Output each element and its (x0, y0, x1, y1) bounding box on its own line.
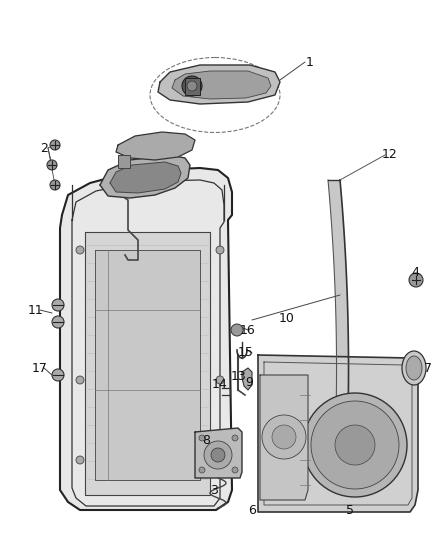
Polygon shape (195, 428, 242, 478)
Text: 11: 11 (28, 303, 44, 317)
Text: 4: 4 (411, 265, 419, 279)
Circle shape (211, 448, 225, 462)
Circle shape (199, 435, 205, 441)
Circle shape (187, 81, 197, 91)
Text: 12: 12 (382, 149, 398, 161)
Polygon shape (110, 162, 181, 193)
Circle shape (50, 140, 60, 150)
Circle shape (232, 435, 238, 441)
Polygon shape (260, 375, 308, 500)
Text: 1: 1 (306, 55, 314, 69)
Text: 5: 5 (346, 504, 354, 516)
Circle shape (262, 415, 306, 459)
Circle shape (231, 324, 243, 336)
Circle shape (216, 246, 224, 254)
Circle shape (311, 401, 399, 489)
Circle shape (52, 299, 64, 311)
Polygon shape (158, 65, 280, 104)
Text: 13: 13 (231, 369, 247, 383)
Circle shape (216, 376, 224, 384)
Text: 6: 6 (248, 504, 256, 516)
Polygon shape (85, 232, 210, 495)
Polygon shape (172, 71, 271, 99)
Ellipse shape (406, 356, 422, 380)
Circle shape (182, 76, 202, 96)
Circle shape (199, 467, 205, 473)
Circle shape (232, 467, 238, 473)
Text: 16: 16 (240, 324, 256, 336)
Text: 15: 15 (238, 346, 254, 359)
Circle shape (204, 441, 232, 469)
Circle shape (52, 369, 64, 381)
Polygon shape (116, 132, 195, 160)
Text: 10: 10 (279, 311, 295, 325)
Polygon shape (328, 180, 349, 490)
Circle shape (335, 425, 375, 465)
Ellipse shape (402, 351, 426, 385)
Polygon shape (242, 368, 252, 390)
Text: 17: 17 (32, 361, 48, 375)
Text: 14: 14 (212, 378, 228, 392)
Circle shape (76, 376, 84, 384)
Polygon shape (60, 168, 232, 510)
Text: 2: 2 (40, 141, 48, 155)
Circle shape (76, 456, 84, 464)
Text: 7: 7 (424, 361, 432, 375)
Circle shape (409, 273, 423, 287)
Circle shape (47, 160, 57, 170)
Text: 9: 9 (245, 376, 253, 389)
Circle shape (303, 393, 407, 497)
Circle shape (50, 180, 60, 190)
Polygon shape (118, 155, 130, 168)
Polygon shape (185, 78, 200, 95)
Text: 8: 8 (202, 433, 210, 447)
Polygon shape (258, 355, 418, 512)
Circle shape (272, 425, 296, 449)
Circle shape (76, 246, 84, 254)
Circle shape (52, 316, 64, 328)
Text: 3: 3 (210, 483, 218, 497)
Polygon shape (95, 250, 200, 480)
Polygon shape (100, 155, 190, 198)
